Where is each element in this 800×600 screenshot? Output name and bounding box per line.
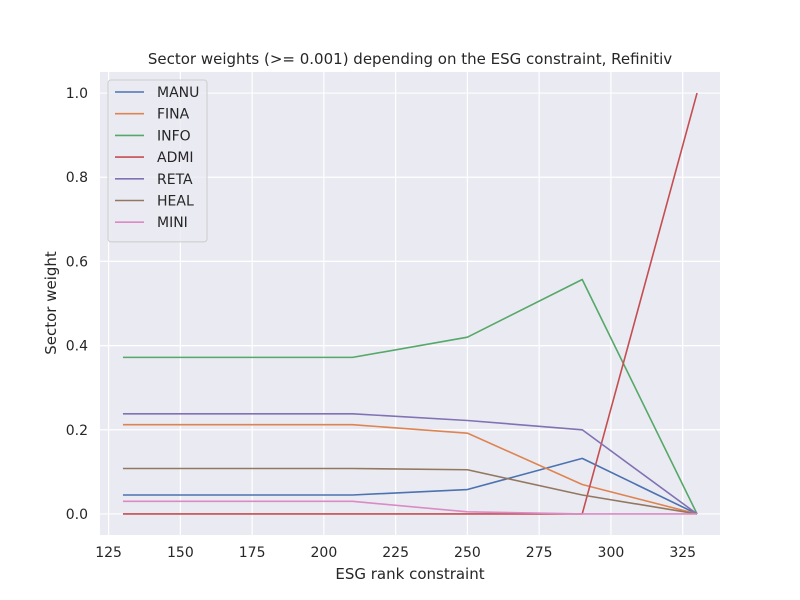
legend-label: HEAL bbox=[157, 194, 194, 210]
x-tick-label: 275 bbox=[526, 545, 553, 561]
y-tick-label: 0.4 bbox=[66, 339, 88, 355]
y-axis-label: Sector weight bbox=[42, 251, 60, 355]
series-line-manu bbox=[122, 457, 698, 515]
x-axis-label: ESG rank constraint bbox=[335, 565, 484, 583]
series-line-heal bbox=[122, 467, 698, 515]
x-tick-label: 225 bbox=[382, 545, 409, 561]
series-line-info bbox=[122, 278, 698, 515]
legend-label: FINA bbox=[157, 107, 190, 123]
legend-label: RETA bbox=[157, 172, 193, 188]
y-tick-label: 0.2 bbox=[66, 423, 88, 439]
y-tick-label: 0.6 bbox=[66, 254, 88, 270]
x-tick-label: 150 bbox=[167, 545, 194, 561]
y-tick-labels: 0.0 0.2 0.4 0.6 0.8 1.0 bbox=[66, 86, 88, 523]
legend-label: ADMI bbox=[157, 150, 194, 166]
legend: MANU FINA INFO ADMI RETA HEAL MINI bbox=[107, 79, 208, 243]
legend-label: MANU bbox=[157, 85, 199, 101]
series-line-fina bbox=[122, 423, 698, 515]
legend-label: MINI bbox=[157, 215, 188, 231]
x-tick-label: 125 bbox=[95, 545, 122, 561]
x-tick-labels: 125 150 175 200 225 250 275 300 325 bbox=[95, 545, 696, 561]
legend-box bbox=[107, 79, 208, 243]
series-line-mini bbox=[122, 500, 698, 515]
x-tick-label: 325 bbox=[669, 545, 696, 561]
x-tick-label: 200 bbox=[311, 545, 338, 561]
y-tick-label: 0.8 bbox=[66, 170, 88, 186]
chart-title: Sector weights (>= 0.001) depending on t… bbox=[148, 50, 672, 68]
series-line-admi bbox=[122, 92, 698, 515]
series-line-reta bbox=[122, 412, 698, 515]
y-tick-label: 1.0 bbox=[66, 86, 88, 102]
series-lines bbox=[122, 92, 698, 515]
legend-label: INFO bbox=[157, 128, 191, 144]
x-tick-label: 300 bbox=[598, 545, 625, 561]
x-tick-label: 175 bbox=[239, 545, 266, 561]
x-tick-label: 250 bbox=[454, 545, 481, 561]
y-tick-label: 0.0 bbox=[66, 507, 88, 523]
